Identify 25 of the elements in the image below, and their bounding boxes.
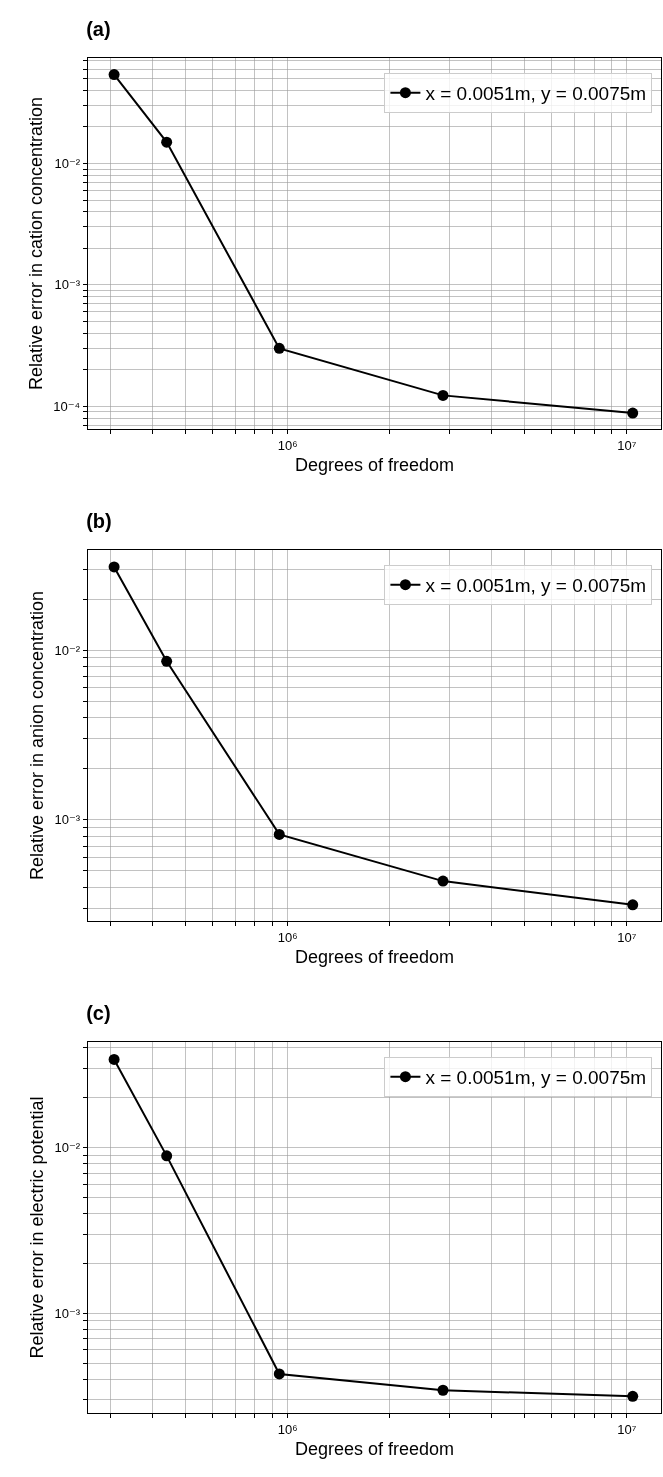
y-tick-label: 10⁻² — [54, 1140, 81, 1156]
y-axis-title: Relative error in anion concentration — [26, 590, 47, 881]
chart-title: (b) — [86, 510, 112, 533]
y-tick-label: 10⁻³ — [54, 277, 81, 293]
y-axis-title: Relative error in cation concentration — [25, 96, 46, 391]
y-axis-title: Relative error in electric potential — [26, 1096, 47, 1359]
x-tick-label: 10⁶ — [277, 1421, 298, 1437]
x-axis-title: Degrees of freedom — [294, 1438, 455, 1459]
x-tick-label: 10⁷ — [617, 929, 637, 945]
legend-label: x = 0.0051m, y = 0.0075m — [425, 575, 647, 597]
y-tick-label: 10⁻² — [54, 642, 81, 658]
x-axis-title: Degrees of freedom — [294, 946, 455, 967]
x-axis-title: Degrees of freedom — [294, 454, 455, 475]
y-tick-label: 10⁻³ — [54, 812, 81, 828]
x-tick-label: 10⁶ — [277, 437, 298, 453]
x-tick-label: 10⁶ — [277, 929, 298, 945]
y-tick-label: 10⁻² — [54, 156, 81, 172]
x-tick-label: 10⁷ — [617, 1421, 637, 1437]
chart-title: (c) — [86, 1002, 111, 1025]
legend-label: x = 0.0051m, y = 0.0075m — [425, 83, 647, 105]
x-tick-label: 10⁷ — [617, 437, 637, 453]
y-tick-label: 10⁻⁴ — [53, 398, 81, 414]
legend-label: x = 0.0051m, y = 0.0075m — [425, 1067, 647, 1089]
y-tick-label: 10⁻³ — [54, 1305, 81, 1321]
chart-title: (a) — [86, 18, 111, 41]
